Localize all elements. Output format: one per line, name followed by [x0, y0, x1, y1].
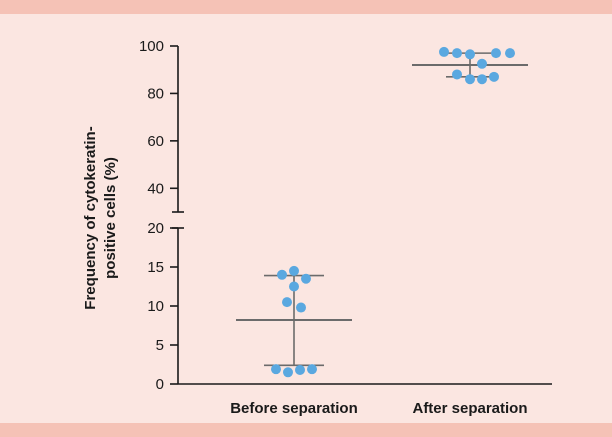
- data-point-after-2: [452, 48, 462, 59]
- y-tick-label-15: 15: [147, 259, 164, 276]
- data-points: [271, 46, 515, 378]
- data-point-after-7: [489, 71, 499, 82]
- bottom-band: [0, 423, 612, 437]
- category-label-after: After separation: [412, 400, 527, 417]
- data-point-before-10: [307, 364, 317, 375]
- data-point-after-4: [491, 48, 501, 59]
- y-tick-label-40: 40: [147, 180, 164, 197]
- data-point-after-8: [477, 74, 487, 85]
- y-axis-label-line-1: Frequency of cytokeratin-: [82, 126, 99, 309]
- data-point-after-1: [439, 46, 449, 57]
- data-point-before-8: [283, 367, 293, 378]
- y-tick-label-80: 80: [147, 85, 164, 102]
- y-tick-label-100: 100: [139, 38, 164, 55]
- y-tick-label-5: 5: [156, 337, 164, 354]
- y-axis-label-line-2: positive cells (%): [102, 157, 119, 279]
- data-point-before-1: [277, 269, 287, 280]
- data-point-after-5: [505, 48, 515, 59]
- data-point-after-3: [465, 49, 475, 60]
- data-point-before-5: [282, 297, 292, 308]
- y-tick-label-20: 20: [147, 220, 164, 237]
- data-point-after-9: [465, 74, 475, 85]
- data-point-before-2: [289, 265, 299, 276]
- data-point-before-3: [301, 273, 311, 284]
- data-point-before-7: [271, 364, 281, 375]
- y-tick-label-10: 10: [147, 298, 164, 315]
- data-point-before-4: [289, 281, 299, 292]
- summary-lines: [236, 52, 528, 367]
- data-point-before-9: [295, 364, 305, 375]
- y-tick-label-0: 0: [156, 376, 164, 393]
- data-point-after-6: [477, 58, 487, 69]
- y-tick-label-60: 60: [147, 133, 164, 150]
- data-point-before-6: [296, 302, 306, 313]
- category-label-before: Before separation: [230, 400, 358, 417]
- tick-labels: 0 5 10 15 20 40 60 80 100: [139, 38, 164, 393]
- y-axis-label: Frequency of cytokeratin- positive cells…: [82, 126, 119, 309]
- data-point-after-10: [452, 69, 462, 80]
- tick-marks: [170, 45, 178, 385]
- axes: [172, 46, 552, 385]
- category-labels: Before separation After separation: [230, 400, 527, 417]
- top-band: [0, 0, 612, 14]
